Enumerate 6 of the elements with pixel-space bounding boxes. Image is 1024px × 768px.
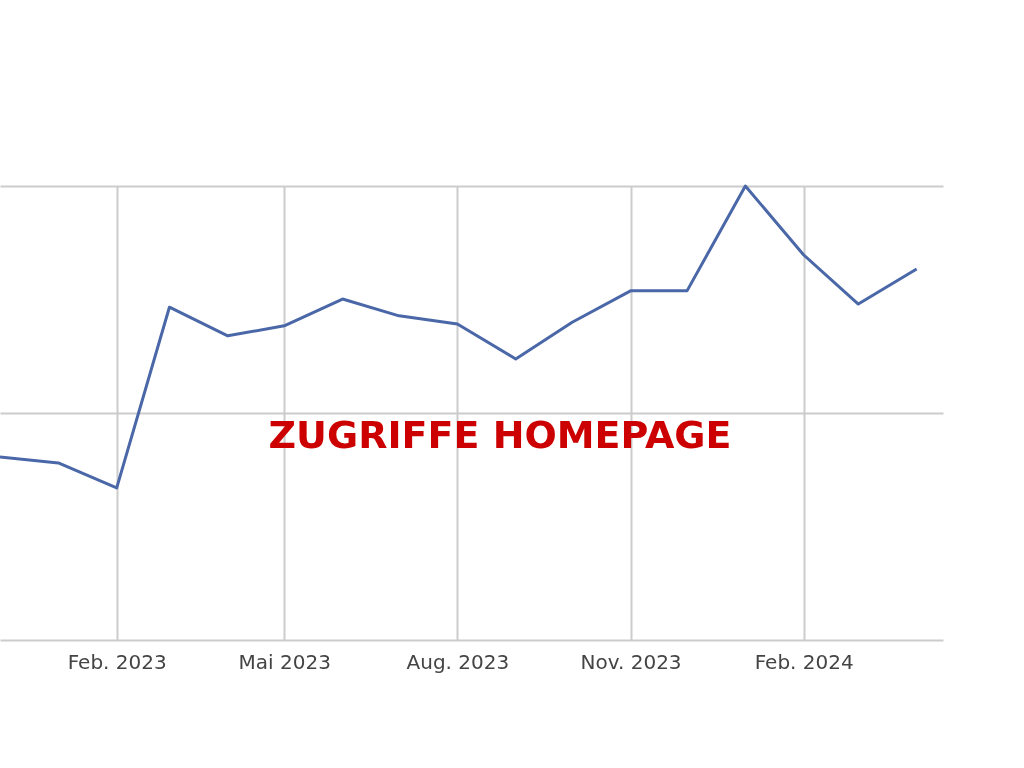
x-tick-label: Aug. 2023 <box>406 649 510 674</box>
x-tick-label: Feb. 2023 <box>67 649 167 674</box>
x-tick-label: Mai 2023 <box>238 649 331 674</box>
x-tick-label: Nov. 2023 <box>580 649 682 674</box>
text: ZUGRIFFE HOMEPAGE <box>268 413 732 457</box>
x-tick-label: Feb. 2024 <box>754 649 854 674</box>
